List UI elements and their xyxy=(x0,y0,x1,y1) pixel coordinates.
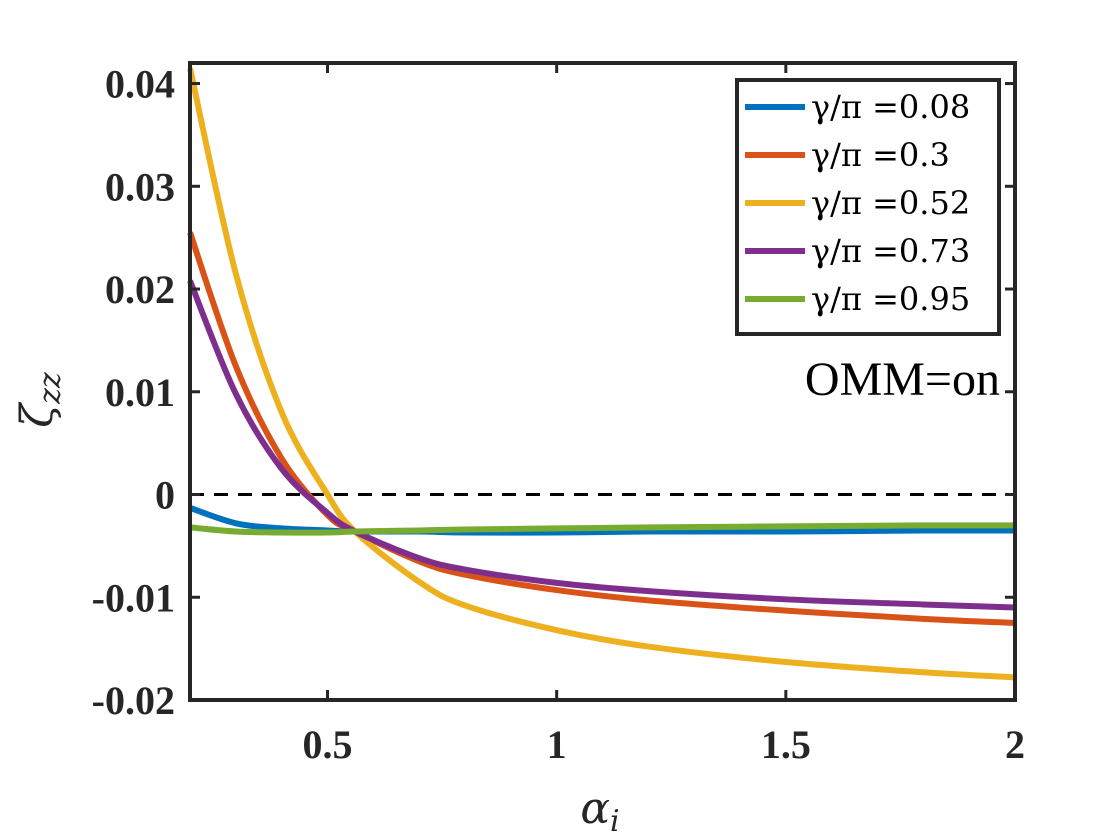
x-tick-label: 2 xyxy=(1005,722,1025,767)
y-axis-label-base: ζ xyxy=(12,401,63,428)
annotation-text: OMM=on xyxy=(805,353,1000,406)
y-tick-label: -0.01 xyxy=(92,575,175,620)
y-tick-label: -0.02 xyxy=(92,678,175,723)
x-axis-label-subscript: i xyxy=(610,804,620,839)
legend-entry-label: γ/π =0.08 xyxy=(811,88,970,126)
series-layer xyxy=(187,67,1016,681)
x-tick-label: 1 xyxy=(547,722,567,767)
y-tick-label: 0 xyxy=(155,473,175,518)
y-tick-label: 0.02 xyxy=(105,267,175,312)
series-line-2 xyxy=(187,231,1016,626)
ticks-layer: 0.5 1 1.5 2 0.04 0.03 0.02 0.01 0 -0.01 -0.02 xyxy=(92,62,1025,767)
legend: γ/π =0.08 γ/π =0.3 γ/π =0.52 γ/π =0.73 γ/π =… xyxy=(735,78,1001,336)
legend-entry-label: γ/π =0.52 xyxy=(811,184,970,222)
series-line-4 xyxy=(187,279,1016,611)
legend-box xyxy=(735,78,1001,336)
x-tick-label: 1.5 xyxy=(761,722,811,767)
axes-frame xyxy=(188,61,1017,702)
series-line-5 xyxy=(189,522,1016,536)
x-tick-label: 0.5 xyxy=(303,722,353,767)
legend-entry-label: γ/π =0.73 xyxy=(811,232,970,270)
series-line-1 xyxy=(189,505,1016,536)
x-axis-label-base: α xyxy=(580,783,610,834)
y-axis-label-subscript: zz xyxy=(33,372,68,405)
legend-entry-label: γ/π =0.3 xyxy=(811,136,950,174)
series-line-3 xyxy=(187,67,1016,681)
y-axis-label: ζzz xyxy=(12,372,68,428)
y-tick-label: 0.04 xyxy=(105,62,175,107)
y-tick-label: 0.03 xyxy=(105,164,175,209)
x-axis-label: αi xyxy=(580,783,619,839)
y-tick-label: 0.01 xyxy=(105,370,175,415)
legend-entry-label: γ/π =0.95 xyxy=(811,280,970,318)
